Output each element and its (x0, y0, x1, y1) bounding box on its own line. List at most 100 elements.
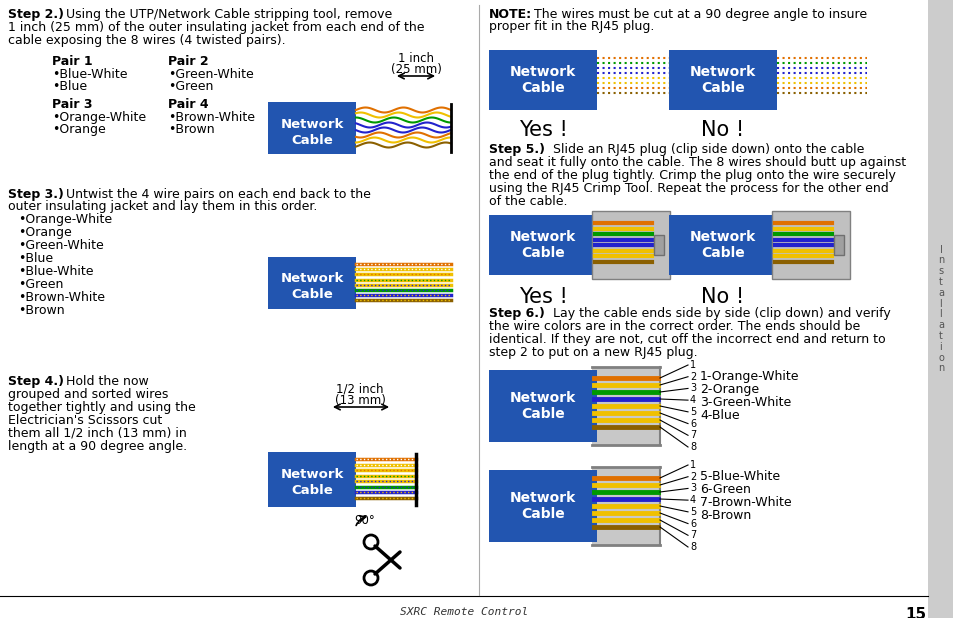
Text: them all 1/2 inch (13 mm) in: them all 1/2 inch (13 mm) in (8, 427, 187, 440)
Text: 8: 8 (689, 542, 696, 552)
Text: Pair 4: Pair 4 (168, 98, 209, 111)
Text: 5: 5 (689, 407, 696, 417)
Text: Cable: Cable (520, 507, 564, 521)
Text: 1: 1 (689, 460, 696, 470)
Text: •Green-White: •Green-White (168, 68, 253, 81)
Text: Cable: Cable (520, 81, 564, 95)
Text: •Green: •Green (168, 80, 213, 93)
Text: •Blue-White: •Blue-White (18, 265, 93, 278)
Text: I
n
s
t
a
l
l
a
t
i
o
n: I n s t a l l a t i o n (937, 245, 943, 373)
Text: •Orange-White: •Orange-White (18, 213, 112, 226)
Text: •Blue: •Blue (52, 80, 87, 93)
Bar (668, 215, 776, 275)
Text: Step 3.): Step 3.) (8, 188, 64, 201)
Text: No !: No ! (700, 120, 744, 140)
Text: of the cable.: of the cable. (489, 195, 567, 208)
Text: 8: 8 (689, 442, 696, 452)
Bar (833, 235, 843, 255)
Text: Hold the now: Hold the now (66, 375, 149, 388)
Bar (489, 50, 597, 110)
Text: Network: Network (509, 230, 576, 244)
Text: the end of the plug tightly. Crimp the plug onto the wire securely: the end of the plug tightly. Crimp the p… (489, 169, 895, 182)
Text: the wire colors are in the correct order. The ends should be: the wire colors are in the correct order… (489, 320, 860, 333)
Text: 2-Orange: 2-Orange (700, 383, 759, 396)
Text: 1 inch: 1 inch (397, 52, 434, 65)
Text: length at a 90 degree angle.: length at a 90 degree angle. (8, 440, 187, 453)
Text: •Brown-White: •Brown-White (168, 111, 254, 124)
Text: outer insulating jacket and lay them in this order.: outer insulating jacket and lay them in … (8, 200, 317, 213)
Text: 5-Blue-White: 5-Blue-White (700, 470, 780, 483)
Text: •Orange-White: •Orange-White (52, 111, 146, 124)
Text: •Green-White: •Green-White (18, 239, 104, 252)
Text: Lay the cable ends side by side (clip down) and verify: Lay the cable ends side by side (clip do… (553, 307, 890, 320)
Text: •Green: •Green (18, 278, 63, 291)
Bar (268, 102, 355, 154)
Text: •Blue-White: •Blue-White (52, 68, 128, 81)
Text: •Blue: •Blue (18, 252, 53, 265)
Text: grouped and sorted wires: grouped and sorted wires (8, 388, 168, 401)
Bar (668, 50, 776, 110)
Text: 15: 15 (904, 607, 925, 618)
Text: 4: 4 (689, 495, 696, 505)
Bar (592, 211, 669, 279)
Text: 1: 1 (689, 360, 696, 370)
Text: Cable: Cable (700, 81, 744, 95)
Text: 7-Brown-White: 7-Brown-White (700, 496, 791, 509)
Text: (25 mm): (25 mm) (390, 63, 441, 76)
Text: Network: Network (280, 273, 343, 286)
Text: 6: 6 (689, 418, 696, 428)
Text: Slide an RJ45 plug (clip side down) onto the cable: Slide an RJ45 plug (clip side down) onto… (553, 143, 863, 156)
Bar (592, 467, 659, 545)
Text: identical. If they are not, cut off the incorrect end and return to: identical. If they are not, cut off the … (489, 333, 884, 346)
Bar (592, 367, 659, 445)
Text: Cable: Cable (291, 289, 333, 302)
Text: •Orange: •Orange (18, 226, 71, 239)
Text: The wires must be cut at a 90 degree angle to insure: The wires must be cut at a 90 degree ang… (534, 8, 866, 21)
Text: proper fit in the RJ45 plug.: proper fit in the RJ45 plug. (489, 20, 654, 33)
Text: 90°: 90° (354, 514, 375, 527)
Text: Network: Network (280, 467, 343, 481)
Text: SXRC Remote Control: SXRC Remote Control (399, 607, 528, 617)
Text: •Orange: •Orange (52, 123, 106, 136)
Text: 2: 2 (689, 371, 696, 382)
Text: Step 2.): Step 2.) (8, 8, 64, 21)
Text: and seat it fully onto the cable. The 8 wires should butt up against: and seat it fully onto the cable. The 8 … (489, 156, 905, 169)
Text: together tightly and using the: together tightly and using the (8, 401, 195, 414)
Text: Pair 1: Pair 1 (52, 55, 92, 68)
Text: Pair 2: Pair 2 (168, 55, 209, 68)
Bar (268, 257, 355, 309)
Text: •Brown: •Brown (168, 123, 214, 136)
Text: •Brown-White: •Brown-White (18, 291, 105, 304)
Text: Step 4.): Step 4.) (8, 375, 64, 388)
Text: Step 6.): Step 6.) (489, 307, 544, 320)
Text: Network: Network (280, 117, 343, 130)
Text: Using the UTP/Network Cable stripping tool, remove: Using the UTP/Network Cable stripping to… (66, 8, 392, 21)
Text: Pair 3: Pair 3 (52, 98, 92, 111)
Text: Network: Network (689, 230, 756, 244)
Text: 2: 2 (689, 472, 696, 481)
Text: Cable: Cable (520, 407, 564, 421)
Text: 4-Blue: 4-Blue (700, 409, 739, 422)
Text: NOTE:: NOTE: (489, 8, 532, 21)
Text: 5: 5 (689, 507, 696, 517)
Text: Yes !: Yes ! (518, 287, 567, 307)
Bar (654, 235, 663, 255)
Bar (268, 452, 355, 507)
Text: Step 5.): Step 5.) (489, 143, 544, 156)
Bar (489, 370, 597, 442)
Text: Yes !: Yes ! (518, 120, 567, 140)
Text: 7: 7 (689, 530, 696, 540)
Text: step 2 to put on a new RJ45 plug.: step 2 to put on a new RJ45 plug. (489, 346, 697, 359)
Text: Network: Network (509, 65, 576, 79)
Text: •Brown: •Brown (18, 304, 65, 317)
Text: 7: 7 (689, 430, 696, 440)
Text: 4: 4 (689, 395, 696, 405)
Text: 3: 3 (689, 383, 696, 394)
Bar (489, 215, 597, 275)
Text: 1-Orange-White: 1-Orange-White (700, 370, 799, 383)
Text: using the RJ45 Crimp Tool. Repeat the process for the other end: using the RJ45 Crimp Tool. Repeat the pr… (489, 182, 888, 195)
Text: 3: 3 (689, 483, 696, 493)
Text: 1/2 inch: 1/2 inch (335, 383, 383, 396)
Text: Network: Network (509, 491, 576, 505)
Text: 1 inch (25 mm) of the outer insulating jacket from each end of the: 1 inch (25 mm) of the outer insulating j… (8, 21, 424, 34)
